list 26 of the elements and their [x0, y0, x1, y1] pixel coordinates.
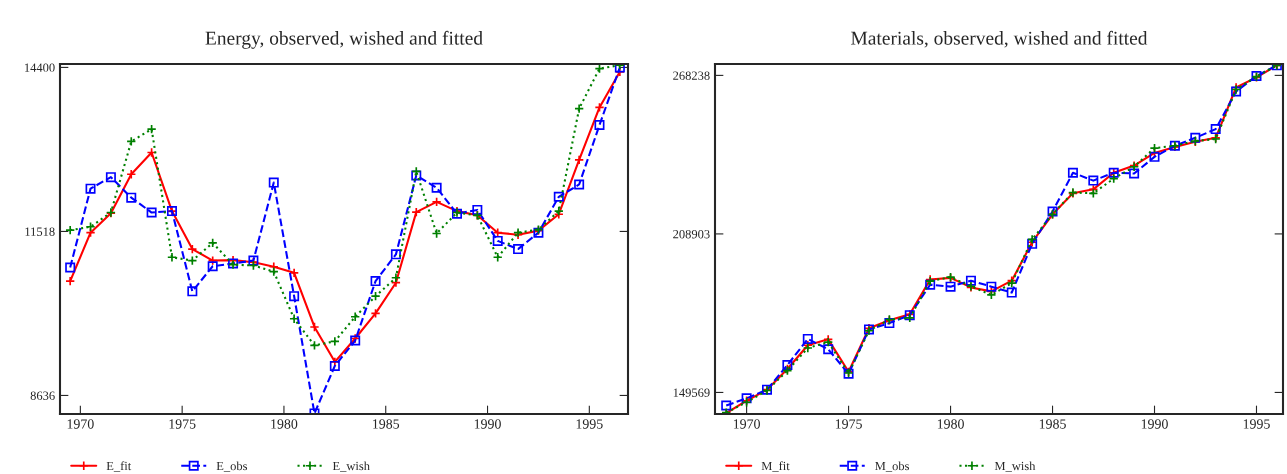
legend-label: E_fit [106, 461, 132, 472]
x-tick-label: 1985 [1039, 419, 1066, 429]
y-tick-label: 8636 [30, 391, 55, 400]
y-tick-label: 149569 [673, 388, 710, 397]
x-tick-label: 1990 [474, 419, 501, 429]
x-tick-label: 1990 [1141, 419, 1168, 429]
legend-label: M_fit [761, 461, 790, 472]
x-tick-label: 1975 [835, 419, 862, 429]
x-tick-label: 1980 [937, 419, 964, 429]
legend-label: E_wish [332, 461, 370, 472]
x-tick-label: 1995 [576, 419, 603, 429]
legend-label: M_wish [994, 461, 1036, 472]
x-tick-label: 1970 [733, 419, 760, 429]
x-tick-label: 1980 [271, 419, 298, 429]
x-tick-label: 1975 [169, 419, 196, 429]
chart-title: Materials, observed, wished and fitted [851, 30, 1148, 48]
y-tick-label: 11518 [25, 227, 55, 236]
legend-label: E_obs [216, 461, 248, 472]
y-tick-label: 208903 [673, 229, 710, 239]
x-tick-label: 1970 [67, 419, 94, 429]
x-tick-label: 1995 [1243, 419, 1270, 429]
y-tick-label: 14400 [24, 63, 55, 72]
x-tick-label: 1985 [373, 419, 400, 429]
y-tick-label: 268238 [673, 71, 710, 80]
legend-label: M_obs [875, 461, 909, 472]
chart-title: Energy, observed, wished and fitted [205, 30, 483, 49]
